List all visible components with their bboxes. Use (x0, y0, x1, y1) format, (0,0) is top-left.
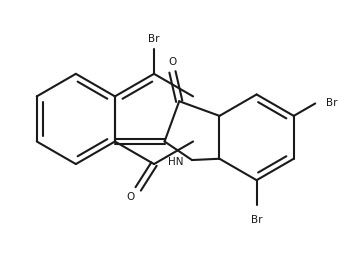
Text: Br: Br (251, 215, 262, 225)
Text: Br: Br (148, 34, 160, 44)
Text: Br: Br (327, 99, 338, 108)
Text: HN: HN (169, 157, 184, 167)
Text: O: O (126, 192, 134, 202)
Text: O: O (168, 57, 177, 67)
